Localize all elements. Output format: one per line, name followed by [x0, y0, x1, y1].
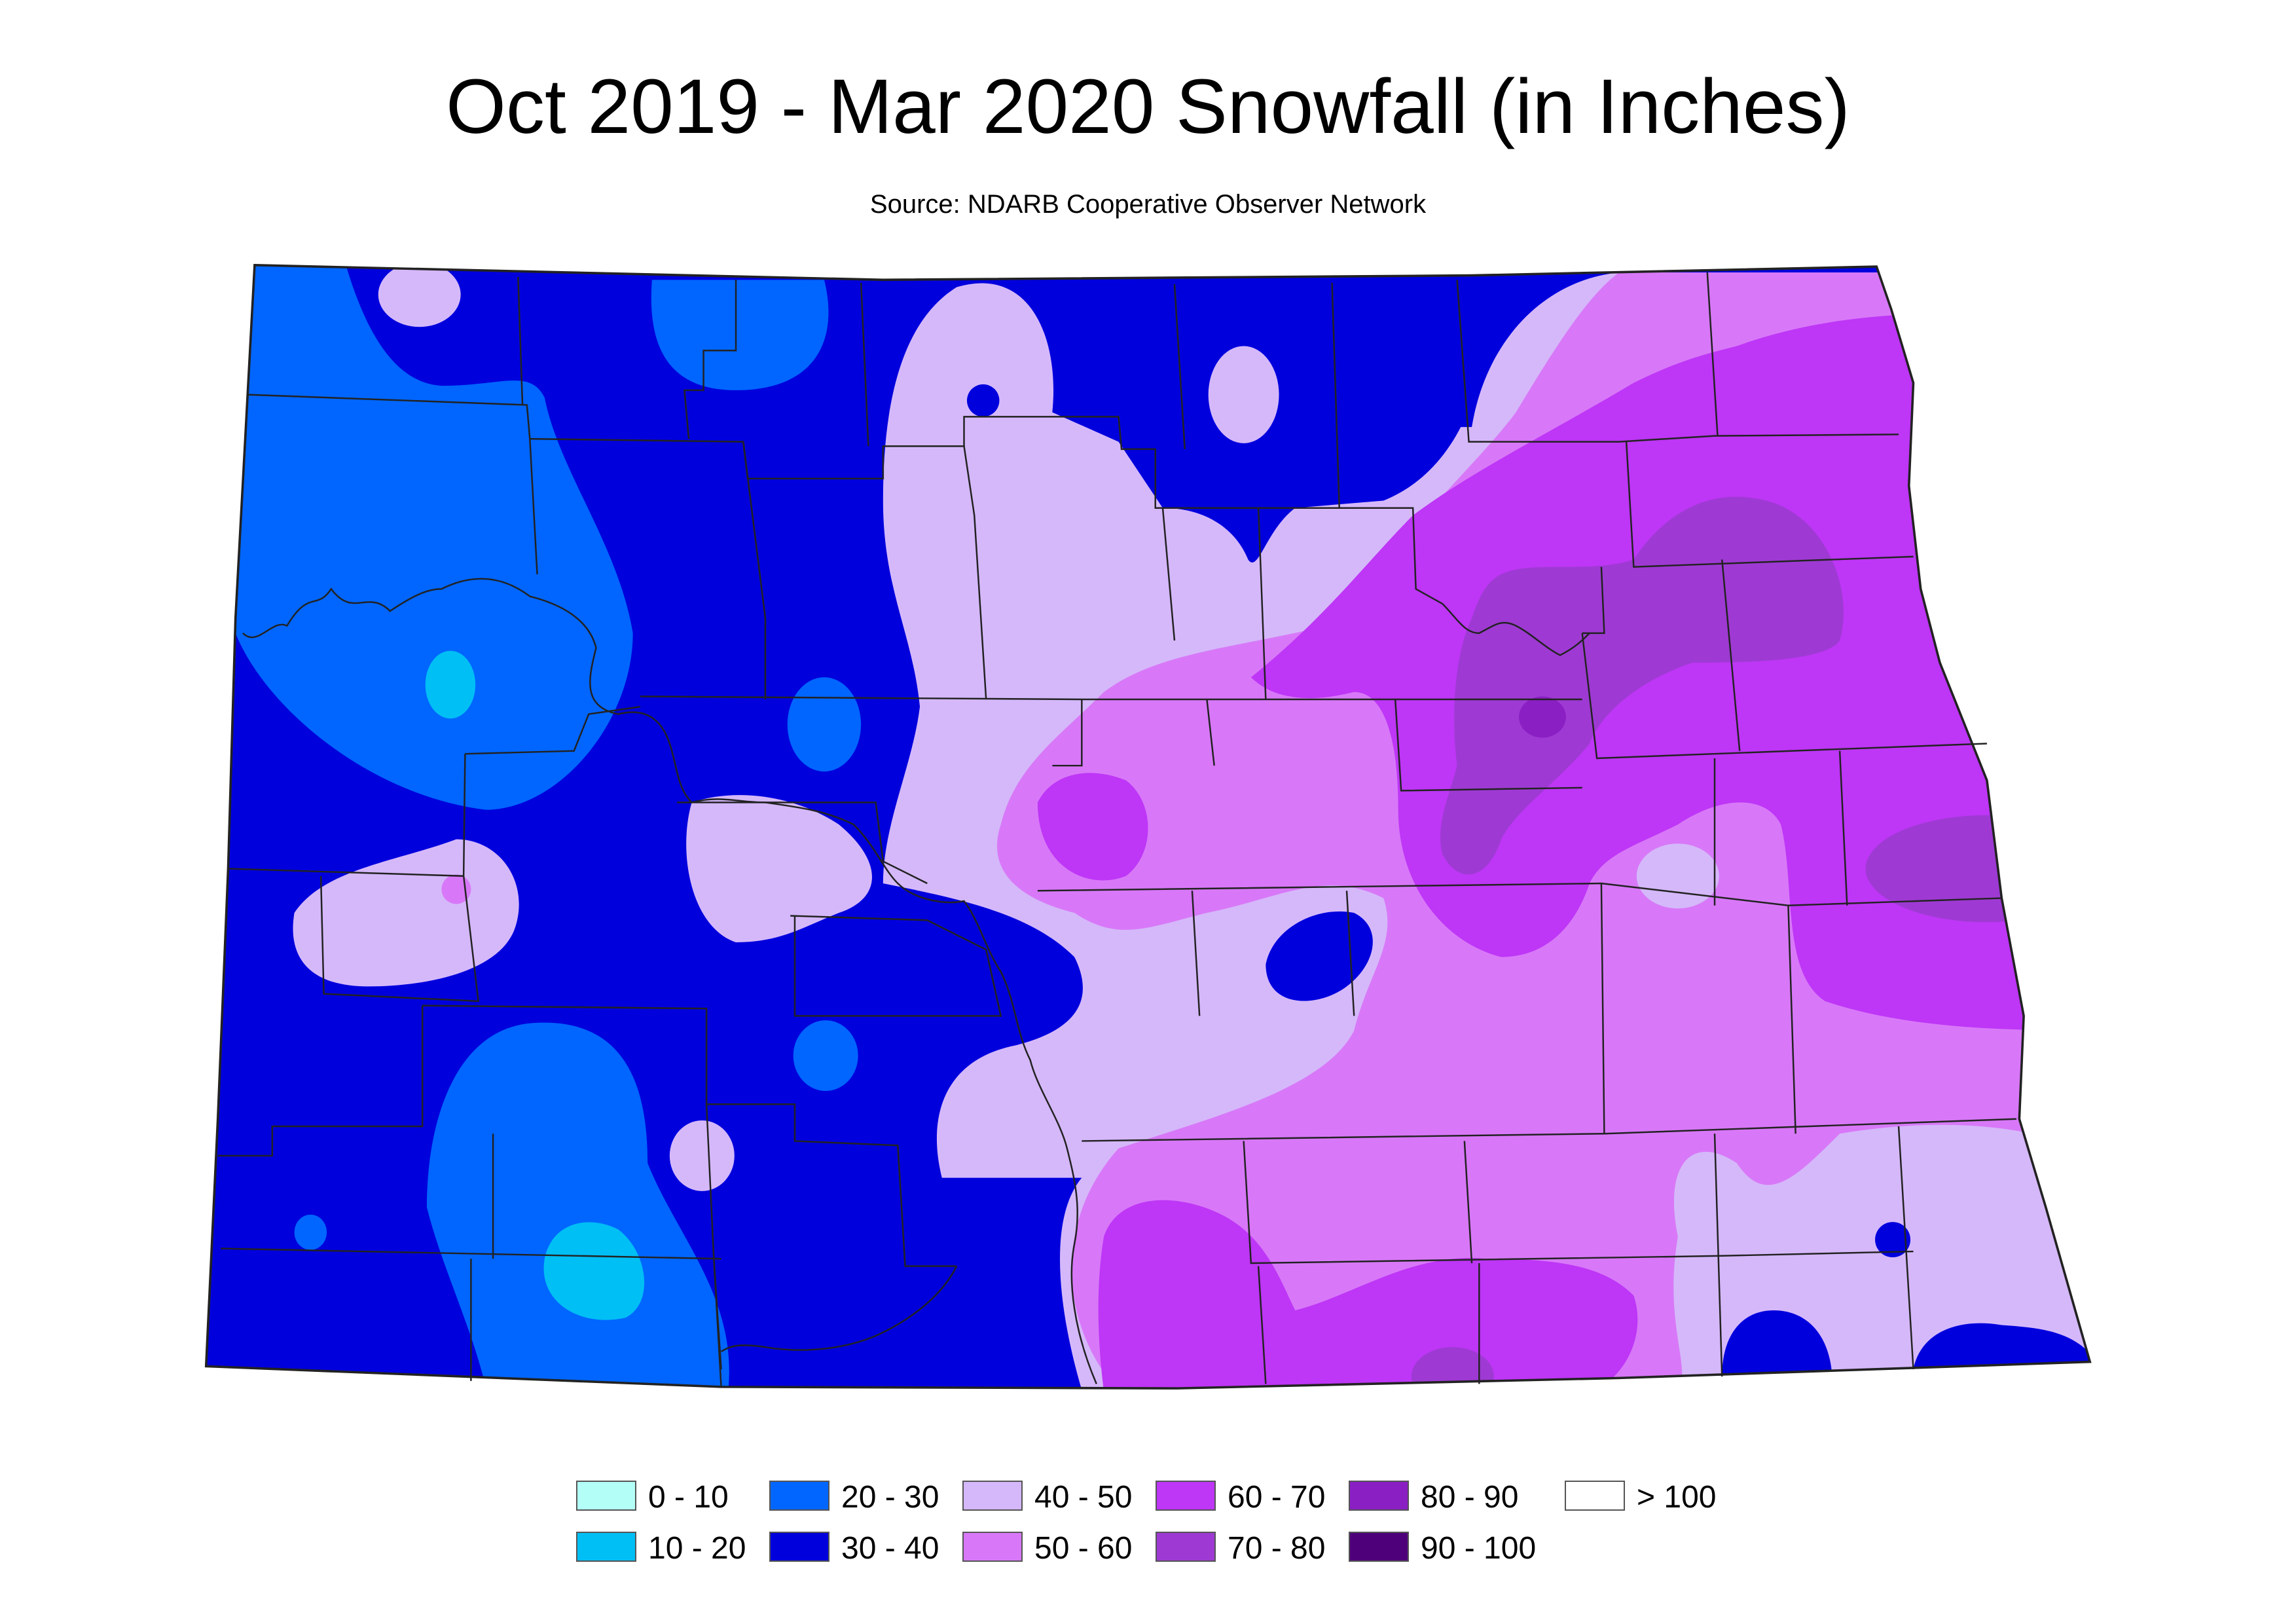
county-line-7	[217, 915, 1002, 1267]
band-20-30-north-center	[651, 280, 829, 390]
band-60-70-south	[1098, 1200, 1638, 1389]
band-40-50-north-ellipse	[1208, 346, 1279, 443]
legend-swatch	[1156, 1532, 1216, 1562]
band-20-30-spot-1	[793, 1020, 858, 1092]
county-line-5	[228, 706, 641, 1003]
county-line-4	[640, 559, 1987, 792]
legend-swatch	[962, 1532, 1023, 1562]
legend-label: 30 - 40	[841, 1531, 939, 1566]
devils-lake-line	[1442, 603, 1590, 656]
band-10-20-southwest	[543, 1222, 645, 1320]
band-40-50-center-lobe	[686, 795, 872, 942]
missouri-river	[242, 578, 1097, 1384]
legend-label: 0 - 10	[648, 1480, 729, 1515]
legend-label: 40 - 50	[1034, 1480, 1133, 1515]
county-line-9	[1082, 1118, 2016, 1384]
band-30-40-spot-north	[966, 384, 1000, 417]
band-40-50-east-hole-2	[1636, 843, 1719, 909]
legend-label: 90 - 100	[1421, 1531, 1537, 1566]
band-70-80-east	[1440, 496, 1844, 875]
legend-swatch	[576, 1481, 636, 1511]
legend-swatch	[769, 1481, 829, 1511]
legend-swatch	[1349, 1532, 1409, 1562]
legend-label: 70 - 80	[1228, 1531, 1326, 1566]
map-title: Oct 2019 - Mar 2020 Snowfall (in Inches)	[446, 64, 1850, 150]
band-40-50-northwest-spot	[378, 265, 461, 327]
legend-label: 50 - 60	[1034, 1531, 1133, 1566]
map-subtitle: Source: NDARB Cooperative Observer Netwo…	[869, 190, 1427, 219]
band-30-40-center	[1266, 911, 1373, 1001]
band-70-80-far-east	[1865, 815, 2016, 923]
state-outline	[204, 264, 2092, 1390]
band-20-30-southwest	[426, 1022, 729, 1387]
legend: 0 - 10 10 - 20 20 - 30 30 - 40 40 - 50 5…	[576, 1477, 1774, 1588]
legend-label: 60 - 70	[1228, 1480, 1326, 1515]
county-lines	[204, 264, 2092, 1390]
band-20-30-spot-2	[787, 677, 862, 772]
band-40-50-south-spot	[669, 1120, 735, 1191]
band-10-20-northwest	[425, 650, 476, 719]
band-30-40-spot-southeast	[1875, 1222, 1911, 1258]
band-20-30-northwest	[235, 265, 633, 810]
legend-swatch	[962, 1481, 1023, 1511]
county-line-2	[517, 272, 1899, 508]
legend-label: > 100	[1637, 1480, 1717, 1515]
legend-swatch	[769, 1532, 829, 1562]
legend-label: 20 - 30	[841, 1480, 939, 1515]
legend-swatch	[1349, 1481, 1409, 1511]
legend-label: 80 - 90	[1421, 1480, 1519, 1515]
band-60-70-center	[1037, 773, 1148, 881]
band-20-30-spot-3	[294, 1214, 327, 1250]
band-30-40-southeast-1	[1722, 1310, 1832, 1387]
south-river	[720, 1265, 958, 1352]
legend-swatch	[1565, 1481, 1625, 1511]
snowfall-contours	[206, 265, 2090, 1389]
band-70-80-south	[1411, 1347, 1494, 1389]
legend-label: 10 - 20	[648, 1531, 746, 1566]
legend-swatch	[1156, 1481, 1216, 1511]
county-line-1	[247, 394, 1443, 604]
county-line-3	[529, 439, 1914, 700]
legend-swatch	[576, 1532, 636, 1562]
band-80-90-spot	[1519, 696, 1566, 738]
county-line-8	[221, 1104, 722, 1387]
county-line-6	[677, 750, 2002, 1134]
